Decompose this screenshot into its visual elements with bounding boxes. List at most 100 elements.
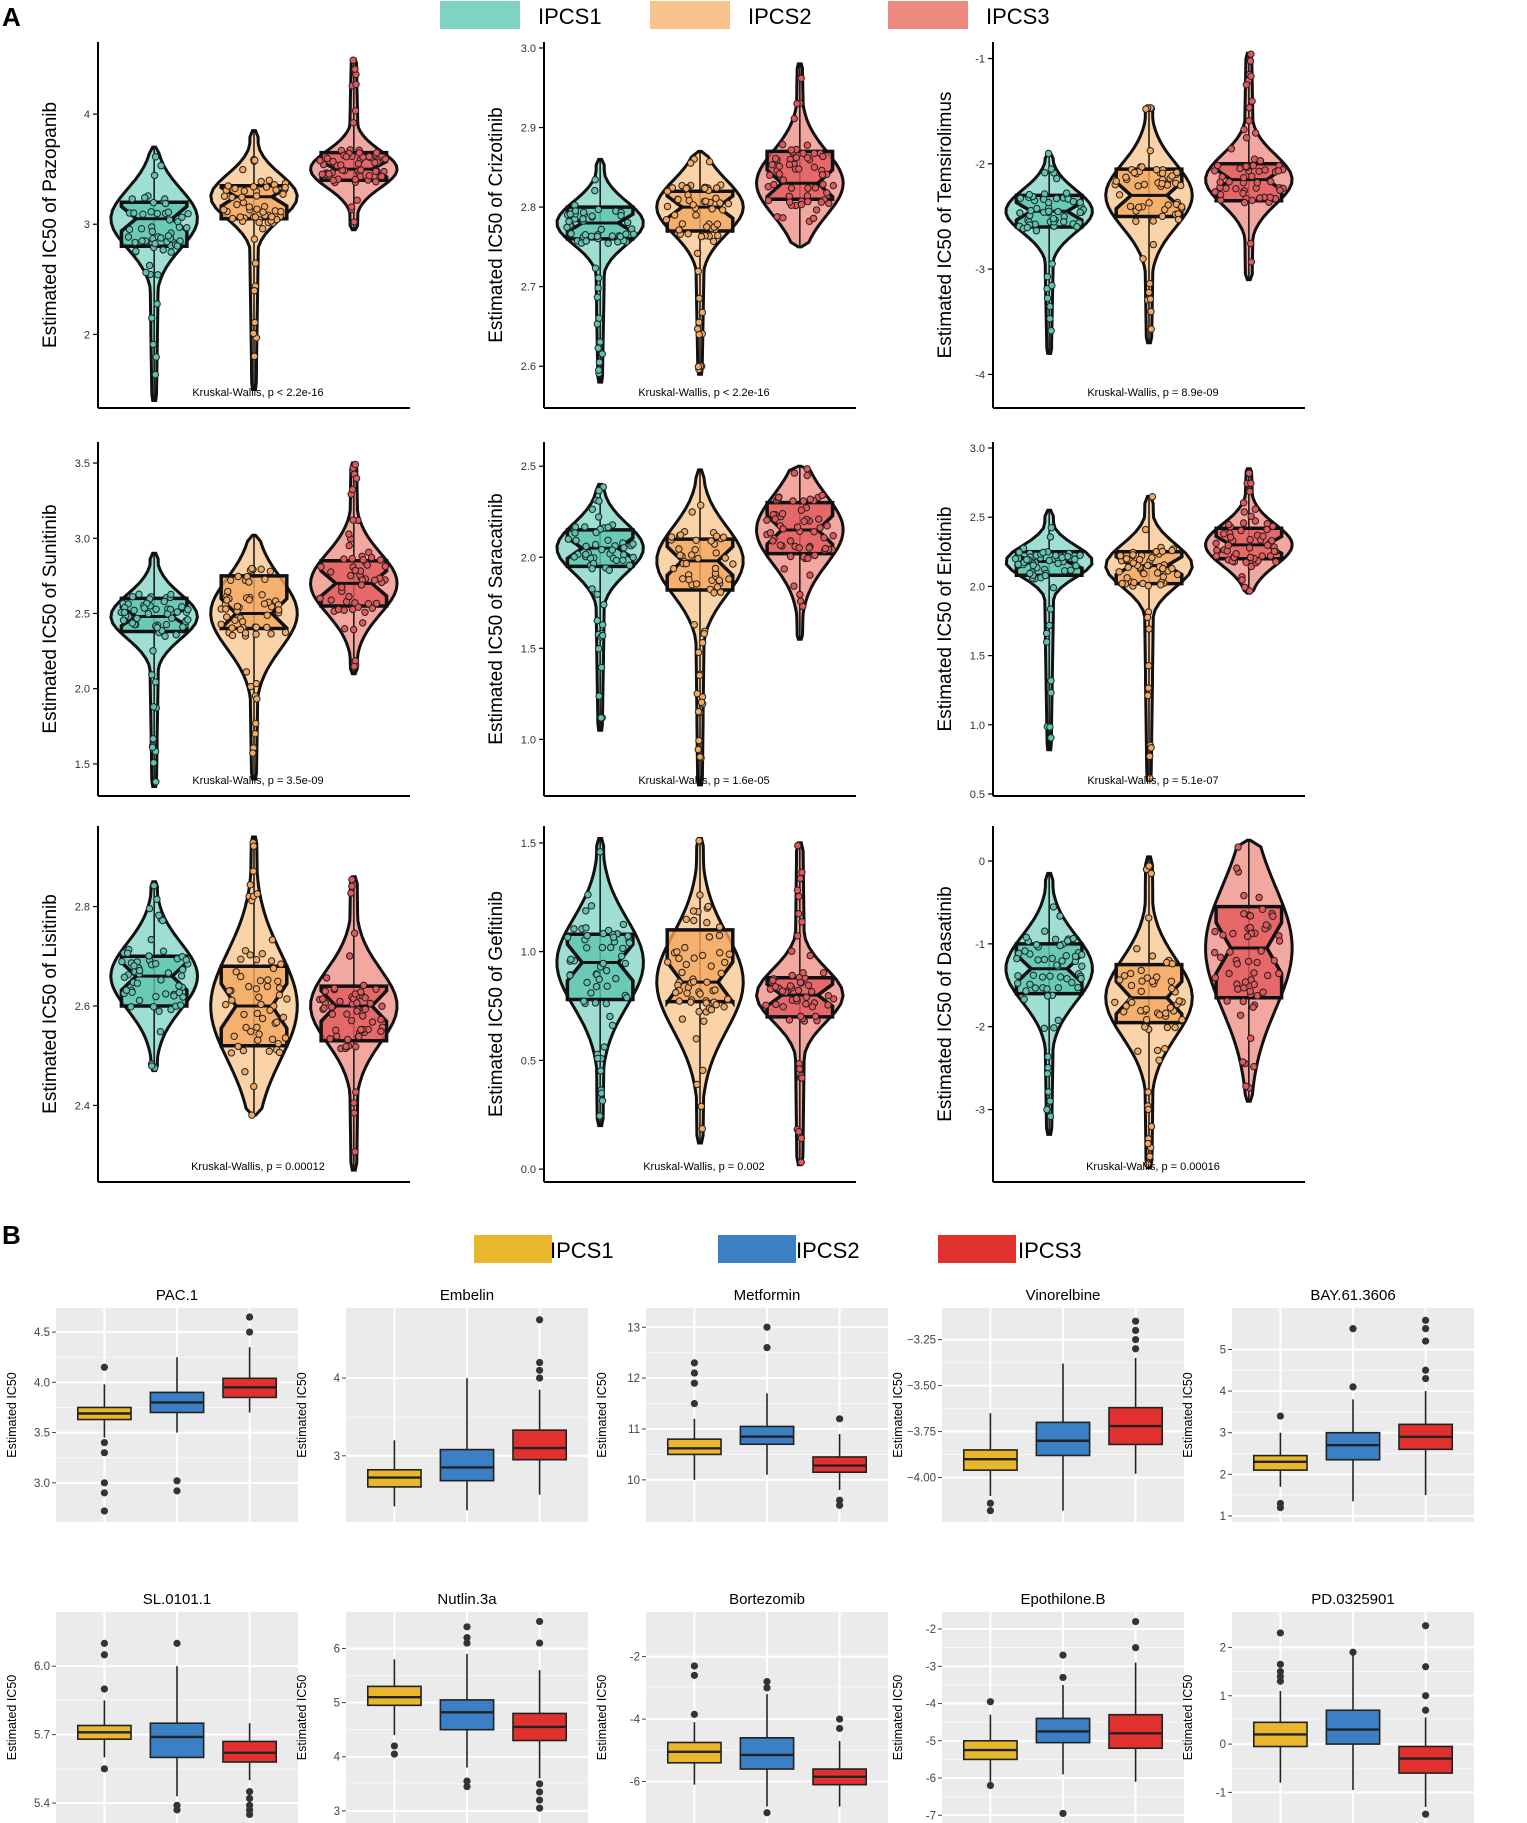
- data-point: [1142, 105, 1150, 113]
- data-point: [1275, 937, 1284, 945]
- data-point: [629, 230, 638, 238]
- box-ipcs2: [739, 1677, 795, 1817]
- data-point: [118, 957, 126, 966]
- data-point: [595, 358, 604, 366]
- outlier-point: [173, 1487, 181, 1495]
- data-point: [717, 969, 725, 977]
- data-point: [587, 989, 595, 997]
- data-point: [175, 982, 183, 990]
- outlier-point: [536, 1804, 544, 1812]
- data-point: [708, 205, 716, 213]
- data-point: [1263, 525, 1271, 534]
- y-tick-label: -1: [975, 54, 985, 66]
- data-point: [595, 975, 603, 983]
- y-tick-label: 3.5: [75, 458, 90, 470]
- data-point: [1076, 198, 1084, 207]
- data-point: [712, 532, 721, 540]
- data-point: [252, 985, 261, 993]
- data-point: [351, 65, 359, 73]
- data-point: [320, 1004, 328, 1012]
- data-point: [127, 1003, 135, 1011]
- data-point: [592, 528, 600, 537]
- data-point: [793, 100, 801, 108]
- data-point: [1118, 579, 1126, 588]
- data-point: [363, 561, 371, 569]
- data-point: [771, 154, 780, 163]
- data-point: [348, 875, 356, 884]
- data-point: [168, 614, 176, 622]
- data-point: [258, 950, 266, 958]
- y-tick-label: 1.5: [75, 759, 90, 771]
- data-point: [779, 140, 787, 149]
- data-point: [703, 978, 711, 986]
- outlier-point: [100, 1449, 108, 1457]
- data-point: [1043, 985, 1051, 993]
- data-point: [720, 1003, 728, 1011]
- data-point: [1173, 168, 1181, 177]
- data-point: [260, 600, 269, 608]
- data-point: [683, 989, 691, 997]
- y-tick-label: 2.6: [521, 361, 536, 373]
- panel-a-label: A: [2, 2, 21, 32]
- data-point: [1145, 199, 1153, 207]
- data-point: [157, 234, 165, 242]
- data-point: [275, 984, 284, 992]
- data-point: [337, 161, 345, 169]
- y-tick-label: 2.8: [521, 202, 536, 214]
- data-point: [803, 141, 811, 149]
- data-point: [1041, 571, 1050, 580]
- data-point: [135, 966, 144, 975]
- outlier-point: [536, 1639, 544, 1647]
- y-tick-label: -4: [926, 1699, 937, 1711]
- data-point: [609, 933, 618, 941]
- data-point: [347, 571, 355, 580]
- data-point: [817, 198, 825, 206]
- boxplot-chart-5: 1 2 3 4 5 BAY.61.3606 Estimated IC50: [1181, 1287, 1474, 1523]
- data-point: [1014, 972, 1022, 980]
- data-point: [795, 165, 803, 173]
- data-point: [1020, 995, 1028, 1003]
- data-point: [1213, 161, 1222, 170]
- group-ipcs1: [555, 837, 645, 1128]
- kruskal-wallis-annotation: Kruskal-Wallis, p = 0.00016: [1086, 1161, 1220, 1173]
- data-point: [786, 982, 795, 990]
- data-point: [1071, 952, 1080, 960]
- data-point: [316, 156, 324, 165]
- data-point: [1146, 279, 1154, 288]
- data-point: [724, 995, 732, 1003]
- data-point: [1225, 178, 1233, 186]
- data-point: [764, 196, 773, 205]
- data-point: [715, 576, 723, 584]
- data-point: [804, 197, 812, 206]
- data-point: [1246, 487, 1254, 496]
- chart-title: Metformin: [734, 1287, 801, 1304]
- boxplot-chart-9: -7 -6 -5 -4 -3 -2 Epothilone.B Estimated IC50: [891, 1591, 1184, 1823]
- group-ipcs1: [109, 880, 200, 1073]
- chart-title: Nutlin.3a: [437, 1591, 497, 1608]
- data-point: [152, 353, 160, 361]
- data-point: [222, 605, 230, 613]
- data-point: [131, 238, 139, 247]
- kruskal-wallis-annotation: Kruskal-Wallis, p = 1.6e-05: [638, 775, 769, 787]
- group-ipcs2: [1104, 493, 1194, 782]
- data-point: [1158, 169, 1167, 177]
- data-point: [591, 999, 600, 1007]
- data-point: [1044, 992, 1052, 1000]
- data-point: [149, 340, 157, 349]
- data-point: [1129, 551, 1137, 559]
- data-point: [1153, 569, 1162, 577]
- box-rect: [439, 1448, 495, 1482]
- data-point: [268, 1035, 277, 1044]
- data-point: [359, 556, 367, 564]
- data-point: [591, 540, 600, 549]
- data-point: [323, 154, 331, 163]
- data-point: [588, 564, 596, 573]
- data-point: [806, 951, 814, 960]
- data-point: [367, 553, 376, 562]
- data-point: [698, 951, 707, 960]
- data-point: [1144, 1139, 1152, 1148]
- data-point: [810, 163, 819, 171]
- data-point: [261, 575, 269, 583]
- data-point: [581, 231, 590, 239]
- data-point: [712, 549, 720, 557]
